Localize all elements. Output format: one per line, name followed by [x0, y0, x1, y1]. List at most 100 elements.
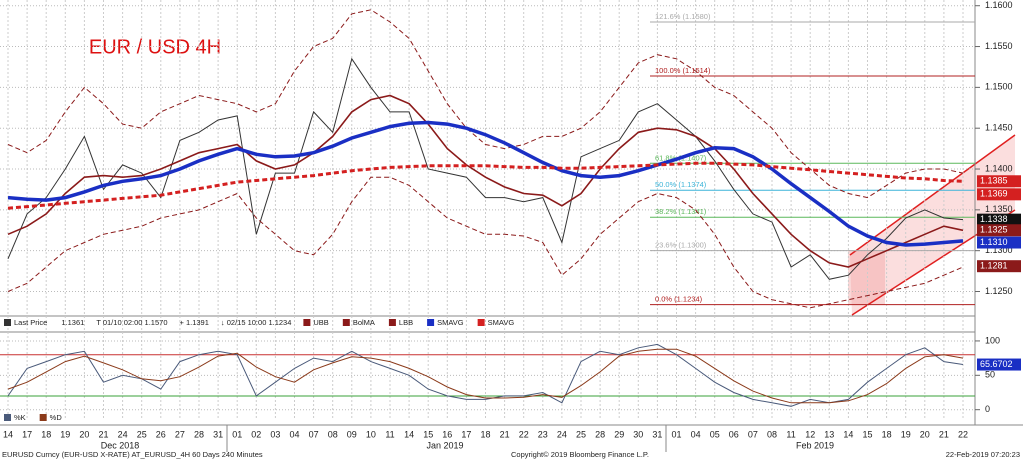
- price-tag: [977, 175, 1021, 188]
- x-tick-label: 19: [901, 429, 911, 439]
- price-tag-label: 1.1338: [980, 214, 1008, 224]
- channel-line: [849, 134, 1016, 256]
- price-tag: [977, 188, 1021, 201]
- x-tick-label: 20: [920, 429, 930, 439]
- x-tick-label: 22: [519, 429, 529, 439]
- price-tag-label: 1.1385: [980, 176, 1008, 186]
- x-tick-label: 01: [671, 429, 681, 439]
- series-line: [7, 176, 964, 309]
- y-tick-label: 1.1500: [985, 82, 1013, 92]
- fib-label: 50.0% (1.1374): [655, 180, 707, 189]
- price-tag: [977, 224, 1021, 237]
- x-tick-label: 11: [385, 429, 394, 439]
- x-tick-label: 21: [500, 429, 510, 439]
- legend-swatch: [342, 319, 350, 326]
- x-tick-label: 17: [461, 429, 471, 439]
- footer-right: 22-Feb-2019 07:20:23: [946, 450, 1020, 459]
- footer-left: EURUSD Curncy (EUR-USD X-RATE) AT_EURUSD…: [2, 450, 263, 459]
- series-line: [7, 120, 964, 247]
- x-tick-label: 07: [309, 429, 319, 439]
- x-tick-label: 31: [213, 429, 223, 439]
- footer-center: Copyright© 2019 Bloomberg Finance L.P.: [511, 450, 649, 459]
- price-tag-label: 1.1325: [980, 225, 1008, 235]
- y-tick-label: 1.1550: [985, 41, 1013, 51]
- month-label: Jan 2019: [426, 440, 463, 450]
- x-tick-label: 22: [958, 429, 968, 439]
- legend-label: %D: [50, 413, 63, 422]
- y-tick-label: 1.1400: [985, 163, 1013, 173]
- legend-label: SMAVG: [437, 318, 464, 327]
- x-tick-label: 18: [882, 429, 892, 439]
- x-tick-label: 05: [710, 429, 720, 439]
- x-tick-label: 07: [748, 429, 758, 439]
- month-label: Dec 2018: [101, 440, 140, 450]
- y-tick-label: 1.1250: [985, 286, 1013, 296]
- x-tick-label: 18: [41, 429, 51, 439]
- legend-swatch: [388, 319, 396, 326]
- price-tag-label: 1.1369: [980, 189, 1008, 199]
- x-tick-label: 02: [251, 429, 261, 439]
- x-tick-label: 28: [595, 429, 605, 439]
- x-tick-label: 04: [289, 429, 299, 439]
- x-tick-label: 20: [79, 429, 89, 439]
- x-tick-label: 28: [194, 429, 204, 439]
- x-tick-label: 19: [60, 429, 70, 439]
- x-tick-label: 31: [652, 429, 662, 439]
- x-tick-label: 06: [729, 429, 739, 439]
- series-line: [7, 9, 964, 199]
- y-tick-label: 1.1600: [985, 0, 1013, 10]
- x-tick-label: 17: [22, 429, 32, 439]
- y-tick-label: 1.1450: [985, 123, 1013, 133]
- x-tick-label: 25: [137, 429, 147, 439]
- legend-label: %K: [14, 413, 26, 422]
- x-tick-label: 13: [824, 429, 834, 439]
- x-tick-label: 12: [805, 429, 815, 439]
- price-tag: [977, 260, 1021, 273]
- x-tick-label: 24: [118, 429, 128, 439]
- fib-label: 100.0% (1.1514): [655, 66, 711, 75]
- series-line: [7, 348, 964, 404]
- x-tick-label: 14: [843, 429, 853, 439]
- legend-label: BolMA: [353, 318, 375, 327]
- price-tag: [977, 236, 1021, 249]
- x-tick-label: 30: [633, 429, 643, 439]
- x-tick-label: 16: [442, 429, 452, 439]
- price-tag-label: 1.1310: [980, 237, 1008, 247]
- price-tag-label: 1.1281: [980, 261, 1008, 271]
- legend-swatch: [477, 319, 485, 326]
- legend-label: LBB: [399, 318, 413, 327]
- fib-label: 121.6% (1.1580): [655, 12, 711, 21]
- x-tick-label: 27: [175, 429, 185, 439]
- price-tag: [977, 358, 1021, 371]
- y-tick-label: 0: [985, 404, 990, 414]
- x-tick-label: 04: [691, 429, 701, 439]
- x-tick-label: 10: [366, 429, 376, 439]
- x-tick-label: 23: [538, 429, 548, 439]
- x-tick-label: 03: [270, 429, 280, 439]
- fib-label: 0.0% (1.1234): [655, 295, 703, 304]
- x-tick-label: 09: [347, 429, 357, 439]
- x-tick-label: 11: [786, 429, 795, 439]
- legend-stat: + 1.1391: [180, 318, 209, 327]
- legend-label: SMAVG: [488, 318, 515, 327]
- x-tick-label: 29: [614, 429, 624, 439]
- legend-label: UBB: [313, 318, 328, 327]
- y-tick-label: 50: [985, 370, 995, 380]
- month-label: Feb 2019: [796, 440, 834, 450]
- x-tick-label: 14: [404, 429, 414, 439]
- chart-title: EUR / USD 4H: [89, 36, 221, 58]
- x-tick-label: 21: [98, 429, 108, 439]
- legend-stat: ↓ 02/15 10:00 1.1234: [221, 318, 291, 327]
- x-tick-label: 14: [3, 429, 13, 439]
- legend-swatch: [4, 319, 11, 326]
- y-tick-label: 1.1300: [985, 245, 1013, 255]
- fib-label: 38.2% (1.1341): [655, 207, 707, 216]
- x-tick-label: 01: [232, 429, 242, 439]
- x-tick-label: 25: [576, 429, 586, 439]
- channel: [850, 135, 1015, 315]
- x-tick-label: 24: [557, 429, 567, 439]
- x-tick-label: 26: [156, 429, 166, 439]
- legend-swatch: [303, 319, 311, 326]
- x-tick-label: 08: [767, 429, 777, 439]
